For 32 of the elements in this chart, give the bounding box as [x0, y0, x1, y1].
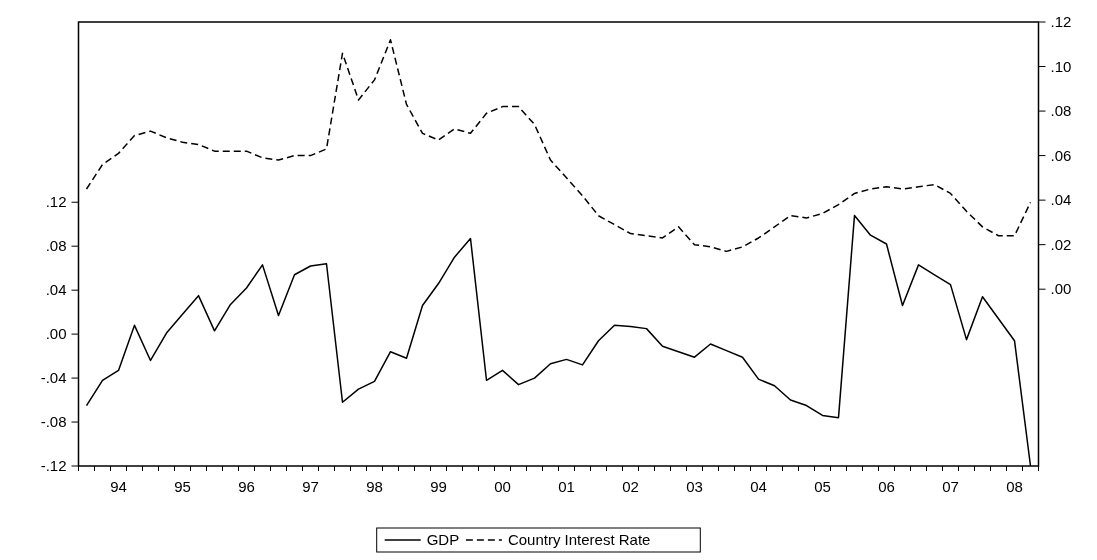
legend-label: GDP	[426, 531, 460, 548]
y2-tick-label: .06	[1050, 146, 1072, 164]
y-tick-label: .08	[45, 237, 67, 255]
line-series	[85, 39, 1032, 253]
x-tick-label: 06	[878, 478, 895, 495]
x-tick-label: 05	[814, 478, 831, 495]
y-tick-label: -.08	[40, 413, 67, 431]
x-tick-label: 97	[302, 478, 319, 495]
x-tick-label: 03	[686, 478, 703, 495]
x-tick-label: 98	[366, 478, 383, 495]
legend-label: Country Interest Rate	[507, 531, 651, 548]
x-tick-label: 96	[238, 478, 255, 495]
x-tick-label: 08	[1006, 478, 1023, 495]
y2-tick-label: .04	[1050, 191, 1072, 209]
y2-tick-label: .02	[1050, 235, 1072, 253]
x-tick-label: 02	[622, 478, 639, 495]
y2-tick-label: .12	[1050, 13, 1072, 30]
x-tick-label: 00	[494, 478, 511, 495]
y-tick-label: .12	[45, 193, 67, 211]
y2-tick-label: .08	[1050, 102, 1072, 120]
x-tick-label: 95	[174, 478, 191, 495]
x-tick-label: 94	[110, 478, 127, 495]
y2-tick-label: .10	[1050, 57, 1072, 75]
y-tick-label: .04	[45, 281, 67, 299]
x-tick-label: 99	[430, 478, 447, 495]
x-tick-label: 04	[750, 478, 767, 495]
y2-tick-label: .00	[1050, 280, 1072, 298]
y-tick-label: -.04	[40, 369, 67, 387]
y-tick-label: -.12	[40, 457, 67, 474]
x-tick-label: 01	[558, 478, 575, 495]
y-tick-label: .00	[45, 325, 67, 343]
x-tick-label: 07	[942, 478, 959, 495]
